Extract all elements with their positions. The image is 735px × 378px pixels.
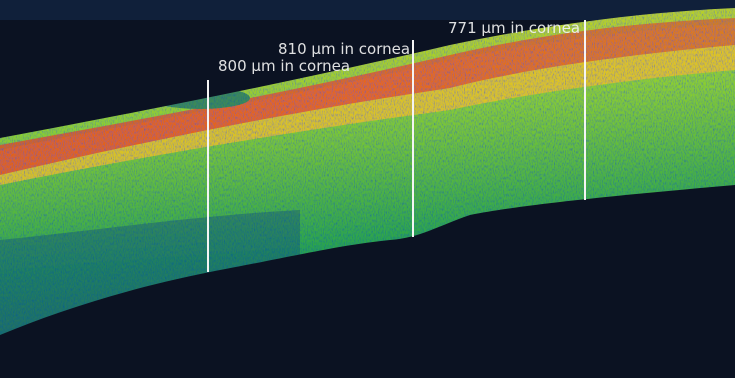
annotation: 771 μm in cornea [448,19,580,37]
oct-scan: 800 μm in cornea 810 μm in cornea 771 μm… [0,0,735,378]
annotation: 810 μm in cornea [278,40,410,58]
annotation: 800 μm in cornea [218,57,350,75]
